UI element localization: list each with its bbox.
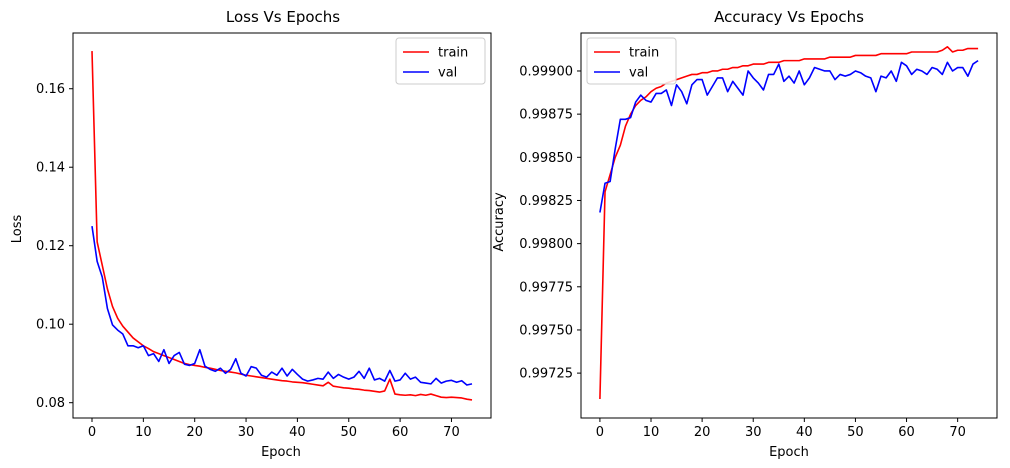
series-line-val bbox=[91, 225, 473, 386]
y-tick-label: 0.16 bbox=[36, 82, 65, 97]
y-tick-label: 0.99875 bbox=[519, 108, 573, 123]
x-tick-label: 20 bbox=[694, 425, 711, 440]
legend-label-val: val bbox=[629, 66, 648, 81]
legend: train val bbox=[395, 37, 486, 85]
legend-label-train: train bbox=[629, 46, 659, 61]
legend-label-train: train bbox=[438, 46, 468, 61]
x-tick-label: 70 bbox=[949, 425, 966, 440]
axes-frame bbox=[580, 32, 998, 419]
tick-group: 0 10 20 30 40 50 60 70 0.99725 0.99750 0.99775 0.99… bbox=[519, 64, 966, 440]
x-tick-label: 10 bbox=[135, 425, 152, 440]
x-tick-label: 60 bbox=[392, 425, 409, 440]
y-tick-label: 0.99825 bbox=[519, 194, 573, 209]
x-axis-label: Epoch bbox=[769, 445, 809, 460]
x-tick-label: 20 bbox=[186, 425, 203, 440]
legend-label-val: val bbox=[438, 66, 457, 81]
loss-chart: Loss Vs Epochs Epoch Loss 0 10 20 30 40 50 60 7… bbox=[10, 8, 492, 460]
y-tick-label: 0.08 bbox=[36, 396, 65, 411]
chart-title: Loss Vs Epochs bbox=[226, 8, 340, 26]
x-tick-label: 30 bbox=[238, 425, 255, 440]
y-tick-label: 0.12 bbox=[36, 239, 65, 254]
x-tick-label: 70 bbox=[443, 425, 460, 440]
x-tick-label: 30 bbox=[745, 425, 762, 440]
x-tick-label: 40 bbox=[289, 425, 306, 440]
y-tick-label: 0.99900 bbox=[519, 64, 573, 79]
x-tick-label: 10 bbox=[643, 425, 660, 440]
y-tick-label: 0.99850 bbox=[519, 151, 573, 166]
y-tick-label: 0.14 bbox=[36, 161, 65, 176]
y-tick-label: 0.99775 bbox=[519, 280, 573, 295]
legend: train val bbox=[586, 37, 677, 85]
x-tick-label: 0 bbox=[596, 425, 604, 440]
y-tick-label: 0.99800 bbox=[519, 237, 573, 252]
plot-lines bbox=[599, 46, 979, 400]
plot-lines bbox=[91, 51, 473, 401]
tick-group: 0 10 20 30 40 50 60 70 0.08 0.10 0.12 0.14 0.16 bbox=[36, 82, 460, 440]
y-axis-label: Accuracy bbox=[492, 192, 507, 252]
x-tick-label: 50 bbox=[847, 425, 864, 440]
y-tick-label: 0.99750 bbox=[519, 323, 573, 338]
series-line-val bbox=[599, 59, 979, 213]
x-axis-label: Epoch bbox=[261, 445, 301, 460]
x-tick-label: 40 bbox=[796, 425, 813, 440]
y-axis-label: Loss bbox=[10, 215, 25, 244]
series-line-train bbox=[599, 46, 979, 400]
chart-title: Accuracy Vs Epochs bbox=[714, 8, 864, 26]
x-tick-label: 50 bbox=[340, 425, 357, 440]
series-line-train bbox=[91, 51, 473, 401]
axes-frame bbox=[72, 32, 492, 419]
accuracy-chart: Accuracy Vs Epochs Epoch Accuracy 0 10 20 3… bbox=[492, 8, 998, 460]
x-tick-label: 0 bbox=[88, 425, 96, 440]
y-tick-label: 0.99725 bbox=[519, 367, 573, 382]
y-tick-label: 0.10 bbox=[36, 318, 65, 333]
x-tick-label: 60 bbox=[898, 425, 915, 440]
